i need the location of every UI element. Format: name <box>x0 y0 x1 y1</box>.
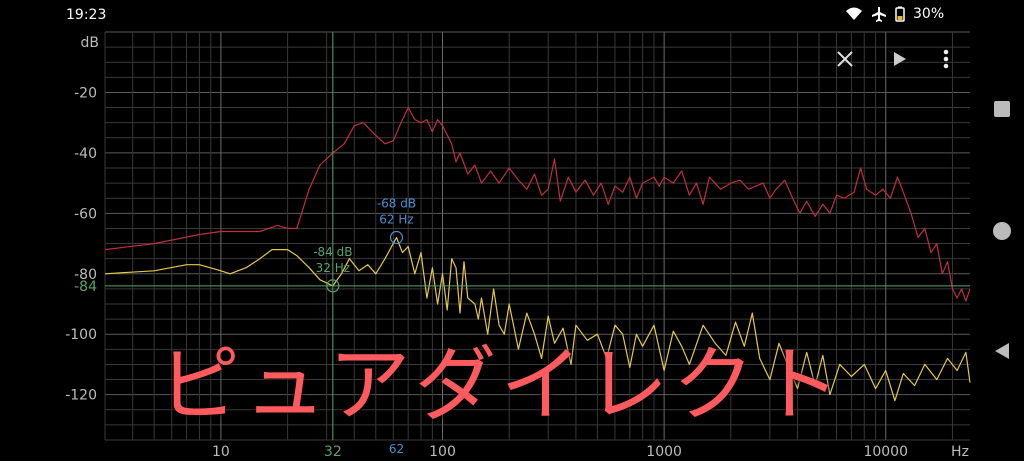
play-button[interactable] <box>887 46 913 72</box>
x-axis-unit: Hz <box>951 444 969 460</box>
y-tick-label: -120 <box>65 388 97 404</box>
battery-icon <box>895 6 905 22</box>
battery-percent: 30% <box>913 6 945 22</box>
more-vert-icon <box>943 49 949 69</box>
cursor-marker <box>389 230 404 245</box>
x-tick-label: 1000 <box>646 444 682 460</box>
cursor-db-label: -68 dB <box>377 197 416 211</box>
close-icon <box>837 51 853 67</box>
spectrum-chart: -20 -40 -60 -80 -100 -120 dB 10 100 1000 10000 Hz -8… <box>65 31 971 460</box>
cursor-freq-axis-label: 62 <box>389 442 404 456</box>
recents-button[interactable] <box>988 95 1016 123</box>
play-icon <box>894 52 906 66</box>
status-time: 19:23 <box>66 7 107 23</box>
cursor-freq-label: 62 Hz <box>379 213 413 227</box>
y-tick-label: -80 <box>74 267 97 283</box>
series-line-yellow <box>104 236 971 402</box>
y-axis-unit: dB <box>81 35 100 51</box>
cursor-marker <box>326 279 340 293</box>
home-button[interactable] <box>988 217 1016 245</box>
y-tick-label: -60 <box>74 206 97 222</box>
status-icons: 30% <box>845 6 944 22</box>
overlay-caption: ピュアダイレクト <box>158 338 845 433</box>
x-tick-label: 10000 <box>863 444 908 460</box>
series-line-red <box>104 106 971 302</box>
airplane-mode-icon <box>872 7 886 22</box>
y-tick-label: -100 <box>65 327 97 343</box>
x-tick-label: 100 <box>429 444 456 460</box>
close-button[interactable] <box>832 46 858 72</box>
x-tick-label: 10 <box>212 444 230 460</box>
cursor-freq-label: 32 Hz <box>316 261 350 275</box>
cursor-db-label: -84 dB <box>313 245 352 259</box>
wifi-icon <box>846 7 862 20</box>
navigation-bar <box>980 0 1024 461</box>
back-triangle-icon <box>995 343 1009 359</box>
cursor-freq-axis-label: 32 <box>324 444 342 460</box>
more-options-button[interactable] <box>933 46 959 72</box>
home-circle-icon <box>993 222 1011 240</box>
y-tick-label: -40 <box>74 146 97 162</box>
back-button[interactable] <box>988 337 1016 365</box>
y-tick-label: -20 <box>74 85 97 101</box>
cursor-db-axis-label: -84 <box>74 279 97 295</box>
recents-square-icon <box>994 101 1010 117</box>
